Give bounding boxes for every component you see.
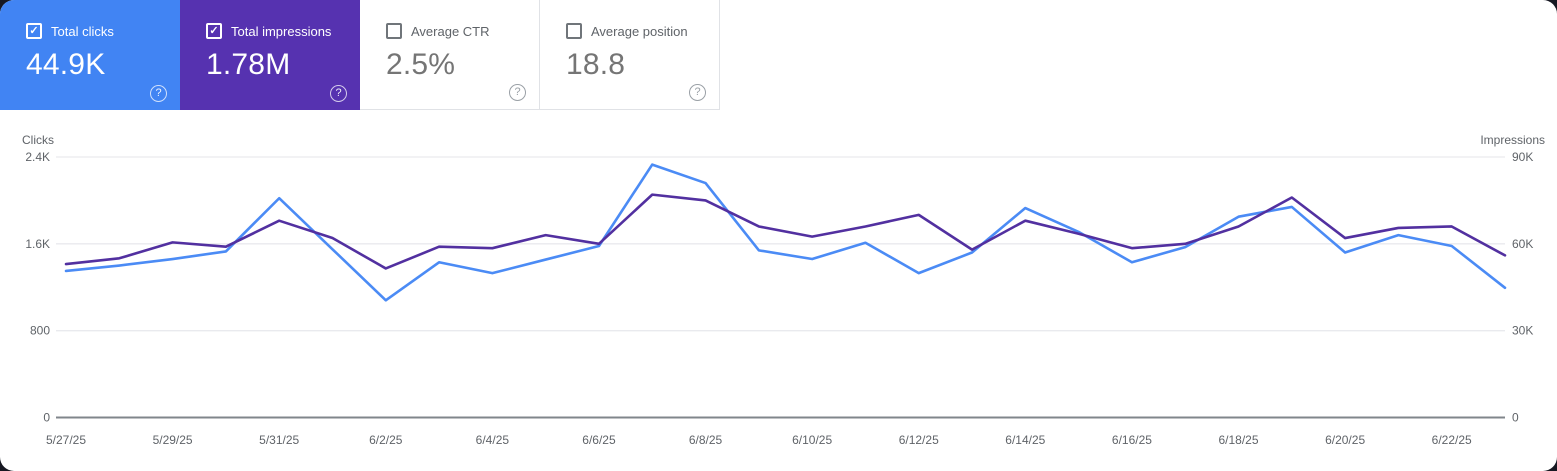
svg-text:6/8/25: 6/8/25 — [689, 433, 723, 447]
svg-text:1.6K: 1.6K — [25, 237, 50, 251]
card-label: Average position — [591, 23, 688, 39]
metric-cards-row: ✓ Total clicks 44.9K ? ✓ Total impressio… — [0, 0, 720, 110]
average-ctr-value: 2.5% — [386, 48, 456, 81]
svg-text:30K: 30K — [1512, 324, 1533, 338]
total-clicks-value: 44.9K — [26, 48, 106, 81]
metric-card-total-clicks[interactable]: ✓ Total clicks 44.9K ? — [0, 0, 180, 110]
svg-text:6/10/25: 6/10/25 — [792, 433, 832, 447]
card-label: Average CTR — [411, 23, 490, 39]
average-position-value: 18.8 — [566, 48, 626, 81]
svg-text:5/27/25: 5/27/25 — [46, 433, 86, 447]
metric-card-average-position[interactable]: Average position 18.8 ? — [540, 0, 720, 110]
svg-text:5/31/25: 5/31/25 — [259, 433, 299, 447]
help-icon[interactable]: ? — [689, 84, 706, 101]
svg-text:2.4K: 2.4K — [25, 150, 50, 164]
left-axis-title: Clicks — [22, 133, 54, 147]
svg-text:6/14/25: 6/14/25 — [1005, 433, 1045, 447]
checkbox-unchecked-icon[interactable] — [566, 23, 582, 39]
svg-text:6/16/25: 6/16/25 — [1112, 433, 1152, 447]
right-axis-title: Impressions — [1480, 133, 1545, 147]
svg-text:60K: 60K — [1512, 237, 1533, 251]
svg-text:6/20/25: 6/20/25 — [1325, 433, 1365, 447]
metric-card-average-ctr[interactable]: Average CTR 2.5% ? — [360, 0, 540, 110]
help-icon[interactable]: ? — [330, 85, 347, 102]
checkbox-checked-icon[interactable]: ✓ — [26, 23, 42, 39]
svg-text:6/4/25: 6/4/25 — [476, 433, 510, 447]
svg-text:5/29/25: 5/29/25 — [153, 433, 193, 447]
svg-text:6/2/25: 6/2/25 — [369, 433, 403, 447]
svg-text:0: 0 — [43, 411, 50, 425]
card-header: ✓ Total impressions — [206, 23, 360, 39]
checkbox-checked-icon[interactable]: ✓ — [206, 23, 222, 39]
svg-text:800: 800 — [30, 324, 50, 338]
card-label: Total clicks — [51, 23, 114, 39]
series-line-impressions — [64, 193, 1507, 270]
svg-text:6/12/25: 6/12/25 — [899, 433, 939, 447]
metric-card-total-impressions[interactable]: ✓ Total impressions 1.78M ? — [180, 0, 360, 110]
help-icon[interactable]: ? — [509, 84, 526, 101]
help-icon[interactable]: ? — [150, 85, 167, 102]
svg-text:6/18/25: 6/18/25 — [1218, 433, 1258, 447]
svg-text:0: 0 — [1512, 411, 1519, 425]
card-header: Average CTR — [386, 23, 539, 39]
total-impressions-value: 1.78M — [206, 48, 291, 81]
checkbox-unchecked-icon[interactable] — [386, 23, 402, 39]
svg-text:6/22/25: 6/22/25 — [1432, 433, 1472, 447]
svg-text:6/6/25: 6/6/25 — [582, 433, 616, 447]
card-header: ✓ Total clicks — [26, 23, 180, 39]
card-label: Total impressions — [231, 23, 332, 39]
svg-text:90K: 90K — [1512, 150, 1533, 164]
card-header: Average position — [566, 23, 719, 39]
